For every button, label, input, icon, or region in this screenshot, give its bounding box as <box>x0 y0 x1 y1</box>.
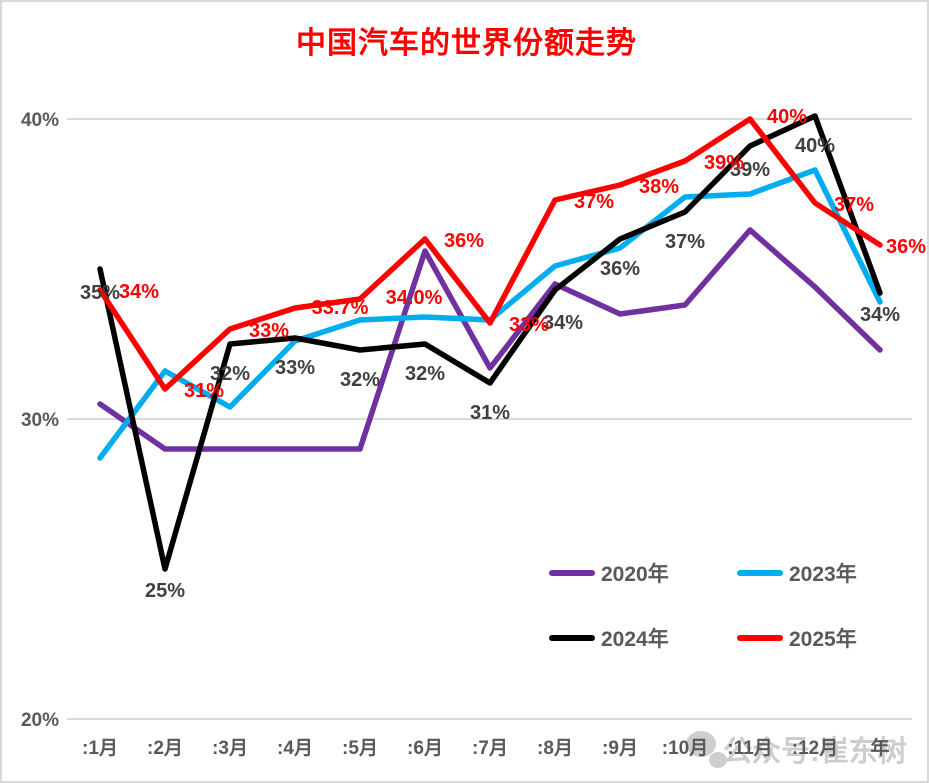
data-label-2025年-12: 36% <box>886 236 926 258</box>
data-label-2024年-1: 25% <box>145 580 185 602</box>
x-tick-label-4: :5月 <box>342 738 378 759</box>
data-label-2025年-7: 37% <box>574 191 614 213</box>
data-label-2025年-3: 33.7% <box>312 297 369 319</box>
line-2025年 <box>97 116 883 392</box>
x-tick-label-2: :3月 <box>212 738 248 759</box>
data-label-2024年-9: 37% <box>665 231 705 253</box>
legend-label-2024: 2024年 <box>601 628 669 651</box>
legend-item-2024: 2024年 <box>549 625 669 651</box>
legend-swatch-2025 <box>737 635 783 641</box>
data-label-2025年-2: 33% <box>249 320 289 342</box>
data-label-2024年-12: 34% <box>860 304 900 326</box>
x-tick-label-9: :10月 <box>662 738 708 759</box>
x-tick-label-0: :1月 <box>82 738 118 759</box>
y-tick-label-20%: 20% <box>21 710 59 731</box>
x-tick-label-3: :4月 <box>277 738 313 759</box>
data-label-2024年-10: 39% <box>730 159 770 181</box>
legend-label-2025: 2025年 <box>789 628 857 651</box>
data-label-2025年-5: 36% <box>444 230 484 252</box>
legend-item-2023: 2023年 <box>737 560 857 586</box>
data-label-2025年-9: 39% <box>704 152 744 174</box>
chart-title: 中国汽车的世界份额走势 <box>296 27 637 60</box>
line-2024年 <box>97 113 883 572</box>
data-label-2024年-0: 35% <box>80 282 120 304</box>
legend-item-2025: 2025年 <box>737 625 857 651</box>
data-label-2025年-11: 37% <box>834 194 874 216</box>
data-label-2024年-3: 33% <box>275 357 315 379</box>
y-tick-label-30%: 30% <box>21 410 59 431</box>
x-tick-label-12: 年 <box>870 736 889 759</box>
data-label-2024年-6: 31% <box>470 402 510 424</box>
data-label-2024年-5: 32% <box>405 363 445 385</box>
data-label-2024年-4: 32% <box>340 369 380 391</box>
legend-label-2020: 2020年 <box>601 563 669 586</box>
chat-bubbles-icon <box>686 731 716 757</box>
legend-swatch-2020 <box>549 570 595 576</box>
legend-item-2020: 2020年 <box>549 560 669 586</box>
x-tick-label-11: :12月 <box>792 738 838 759</box>
data-label-2025年-6: 33% <box>509 314 549 336</box>
data-label-2025年-1: 31% <box>184 380 224 402</box>
x-tick-label-8: :9月 <box>602 738 638 759</box>
x-tick-label-5: :6月 <box>407 738 443 759</box>
data-label-2025年-0: 34% <box>119 281 159 303</box>
data-label-2025年-8: 38% <box>639 176 679 198</box>
x-tick-label-1: :2月 <box>147 738 183 759</box>
legend-swatch-2023 <box>737 570 783 576</box>
data-label-2024年-7: 34% <box>543 312 583 334</box>
data-label-2024年-11: 40% <box>795 135 835 157</box>
data-label-2025年-10: 40% <box>767 106 807 128</box>
line-2020年 <box>97 227 883 452</box>
data-label-2025年-4: 34.0% <box>386 287 443 309</box>
x-tick-label-10: :11月 <box>727 738 772 759</box>
watermark-text: 公众号:崔东树 <box>723 734 907 768</box>
y-tick-label-40%: 40% <box>21 110 59 131</box>
data-label-2024年-2: 32% <box>210 363 250 385</box>
x-tick-label-6: :7月 <box>472 738 508 759</box>
chat-bubble-small-icon <box>709 752 727 768</box>
legend-label-2023: 2023年 <box>789 563 857 586</box>
x-tick-label-7: :8月 <box>537 738 573 759</box>
data-label-2024年-8: 36% <box>600 258 640 280</box>
legend-swatch-2024 <box>549 635 595 641</box>
